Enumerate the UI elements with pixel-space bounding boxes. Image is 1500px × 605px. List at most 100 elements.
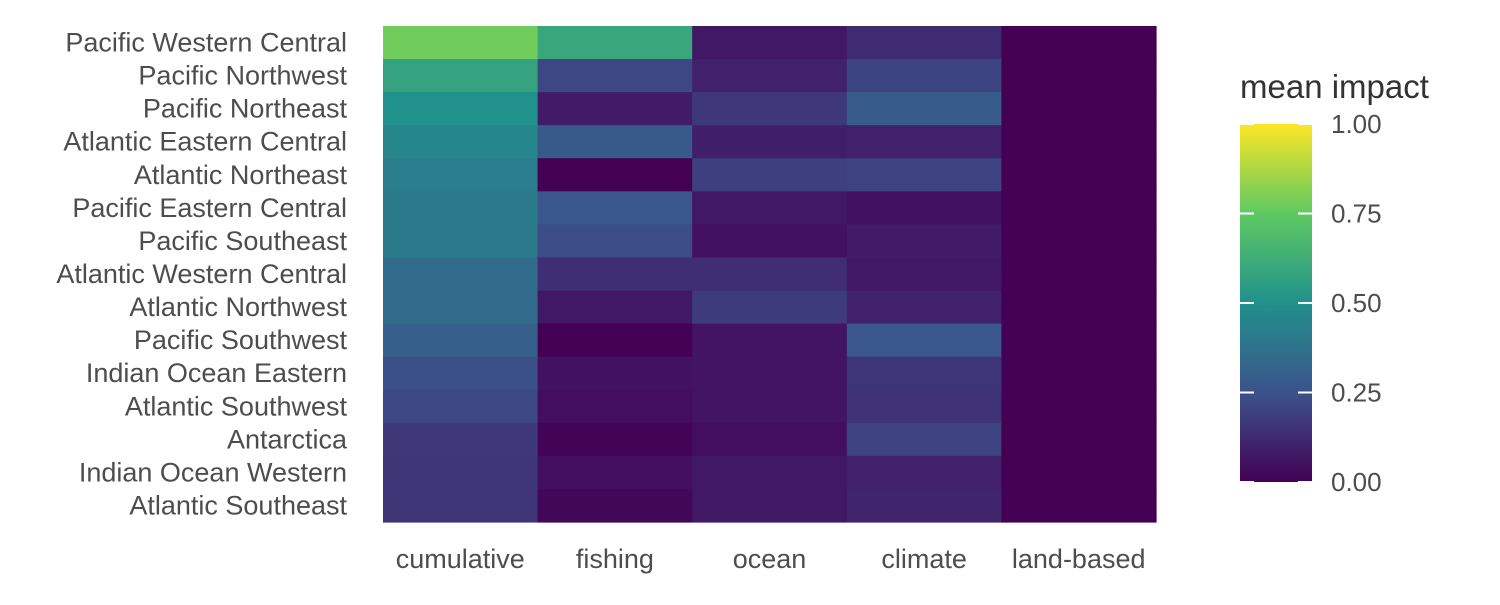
heatmap-cell — [692, 224, 848, 259]
heatmap-cell — [383, 191, 539, 225]
heatmap-cell — [1001, 389, 1157, 424]
heatmap-cell — [537, 290, 693, 325]
y-tick-label: Pacific Western Central — [65, 28, 347, 58]
heatmap-cell — [383, 92, 539, 126]
heatmap-cell — [383, 26, 539, 60]
heatmap-cell — [692, 158, 848, 192]
heatmap-cell — [1001, 224, 1157, 259]
heatmap-cells — [383, 26, 1157, 523]
heatmap-cell — [1001, 92, 1157, 126]
heatmap-cell — [537, 59, 693, 93]
heatmap-cell — [1001, 257, 1157, 292]
color-legend: mean impact 0.00 0.25 0.50 0.75 1.00 — [1240, 68, 1429, 497]
heatmap-cell — [383, 455, 539, 490]
heatmap-cell — [537, 455, 693, 490]
heatmap-cell — [846, 125, 1002, 159]
heatmap-cell — [846, 290, 1002, 325]
heatmap-cell — [846, 422, 1002, 457]
heatmap-cell — [383, 125, 539, 159]
heatmap-cell — [692, 488, 848, 523]
heatmap-cell — [846, 59, 1002, 93]
heatmap-cell — [846, 455, 1002, 490]
y-tick-label: Indian Ocean Western — [79, 457, 347, 487]
heatmap-cell — [846, 92, 1002, 126]
heatmap-cell — [383, 356, 539, 391]
heatmap-cell — [692, 323, 848, 358]
x-tick-label: climate — [881, 544, 967, 574]
heatmap-cell — [383, 389, 539, 424]
heatmap-cell — [692, 92, 848, 126]
legend-tick-label: 1.00 — [1331, 109, 1382, 139]
heatmap-cell — [537, 389, 693, 424]
x-tick-label: cumulative — [396, 544, 525, 574]
legend-tick-label: 0.75 — [1331, 199, 1382, 229]
heatmap-cell — [383, 257, 539, 292]
legend-title: mean impact — [1240, 68, 1429, 105]
heatmap-cell — [846, 191, 1002, 225]
x-axis-labels: cumulative fishing ocean climate land-based — [396, 544, 1146, 574]
heatmap-cell — [1001, 158, 1157, 192]
heatmap-cell — [537, 488, 693, 523]
heatmap-cell — [383, 224, 539, 259]
heatmap-cell — [692, 356, 848, 391]
heatmap-cell — [846, 323, 1002, 358]
heatmap-cell — [846, 158, 1002, 192]
x-tick-label: ocean — [733, 544, 807, 574]
heatmap-cell — [537, 323, 693, 358]
y-tick-label: Pacific Southeast — [138, 226, 347, 256]
heatmap-cell — [1001, 488, 1157, 523]
heatmap-cell — [383, 488, 539, 523]
heatmap-cell — [383, 59, 539, 93]
heatmap-cell — [846, 224, 1002, 259]
y-tick-label: Atlantic Northwest — [129, 292, 347, 322]
heatmap-cell — [1001, 356, 1157, 391]
heatmap-cell — [1001, 125, 1157, 159]
y-tick-label: Indian Ocean Eastern — [86, 358, 347, 388]
heatmap-cell — [537, 125, 693, 159]
heatmap-cell — [846, 26, 1002, 60]
heatmap-cell — [537, 356, 693, 391]
heatmap-cell — [692, 257, 848, 292]
y-tick-label: Atlantic Western Central — [56, 259, 347, 289]
heatmap-cell — [1001, 455, 1157, 490]
heatmap-cell — [383, 290, 539, 325]
heatmap-cell — [537, 257, 693, 292]
y-tick-label: Pacific Southwest — [134, 325, 348, 355]
heatmap-cell — [1001, 59, 1157, 93]
x-tick-label: fishing — [576, 544, 654, 574]
y-tick-label: Atlantic Southwest — [125, 391, 348, 421]
y-tick-label: Antarctica — [227, 424, 348, 454]
legend-ticks: 0.00 0.25 0.50 0.75 1.00 — [1240, 109, 1382, 497]
heatmap-cell — [1001, 323, 1157, 358]
heatmap-cell — [537, 92, 693, 126]
heatmap-cell — [692, 191, 848, 225]
legend-tick-label: 0.25 — [1331, 378, 1382, 408]
heatmap-cell — [1001, 191, 1157, 225]
legend-tick-label: 0.50 — [1331, 288, 1382, 318]
y-tick-label: Atlantic Eastern Central — [63, 127, 347, 157]
heatmap-cell — [537, 224, 693, 259]
y-tick-label: Atlantic Northeast — [134, 160, 348, 190]
heatmap-cell — [846, 389, 1002, 424]
y-tick-label: Pacific Northeast — [143, 94, 348, 124]
heatmap-cell — [537, 191, 693, 225]
heatmap-cell — [383, 323, 539, 358]
heatmap-cell — [537, 158, 693, 192]
heatmap-cell — [692, 455, 848, 490]
y-tick-label: Atlantic Southeast — [129, 490, 347, 520]
heatmap-cell — [537, 26, 693, 60]
heatmap-cell — [846, 356, 1002, 391]
x-tick-label: land-based — [1012, 544, 1146, 574]
heatmap-cell — [692, 59, 848, 93]
legend-tick-label: 0.00 — [1331, 467, 1382, 497]
heatmap-cell — [692, 26, 848, 60]
heatmap-cell — [537, 422, 693, 457]
heatmap-cell — [383, 422, 539, 457]
y-tick-label: Pacific Eastern Central — [72, 193, 347, 223]
heatmap-cell — [692, 422, 848, 457]
heatmap-cell — [692, 290, 848, 325]
heatmap-cell — [1001, 422, 1157, 457]
heatmap-cell — [383, 158, 539, 192]
